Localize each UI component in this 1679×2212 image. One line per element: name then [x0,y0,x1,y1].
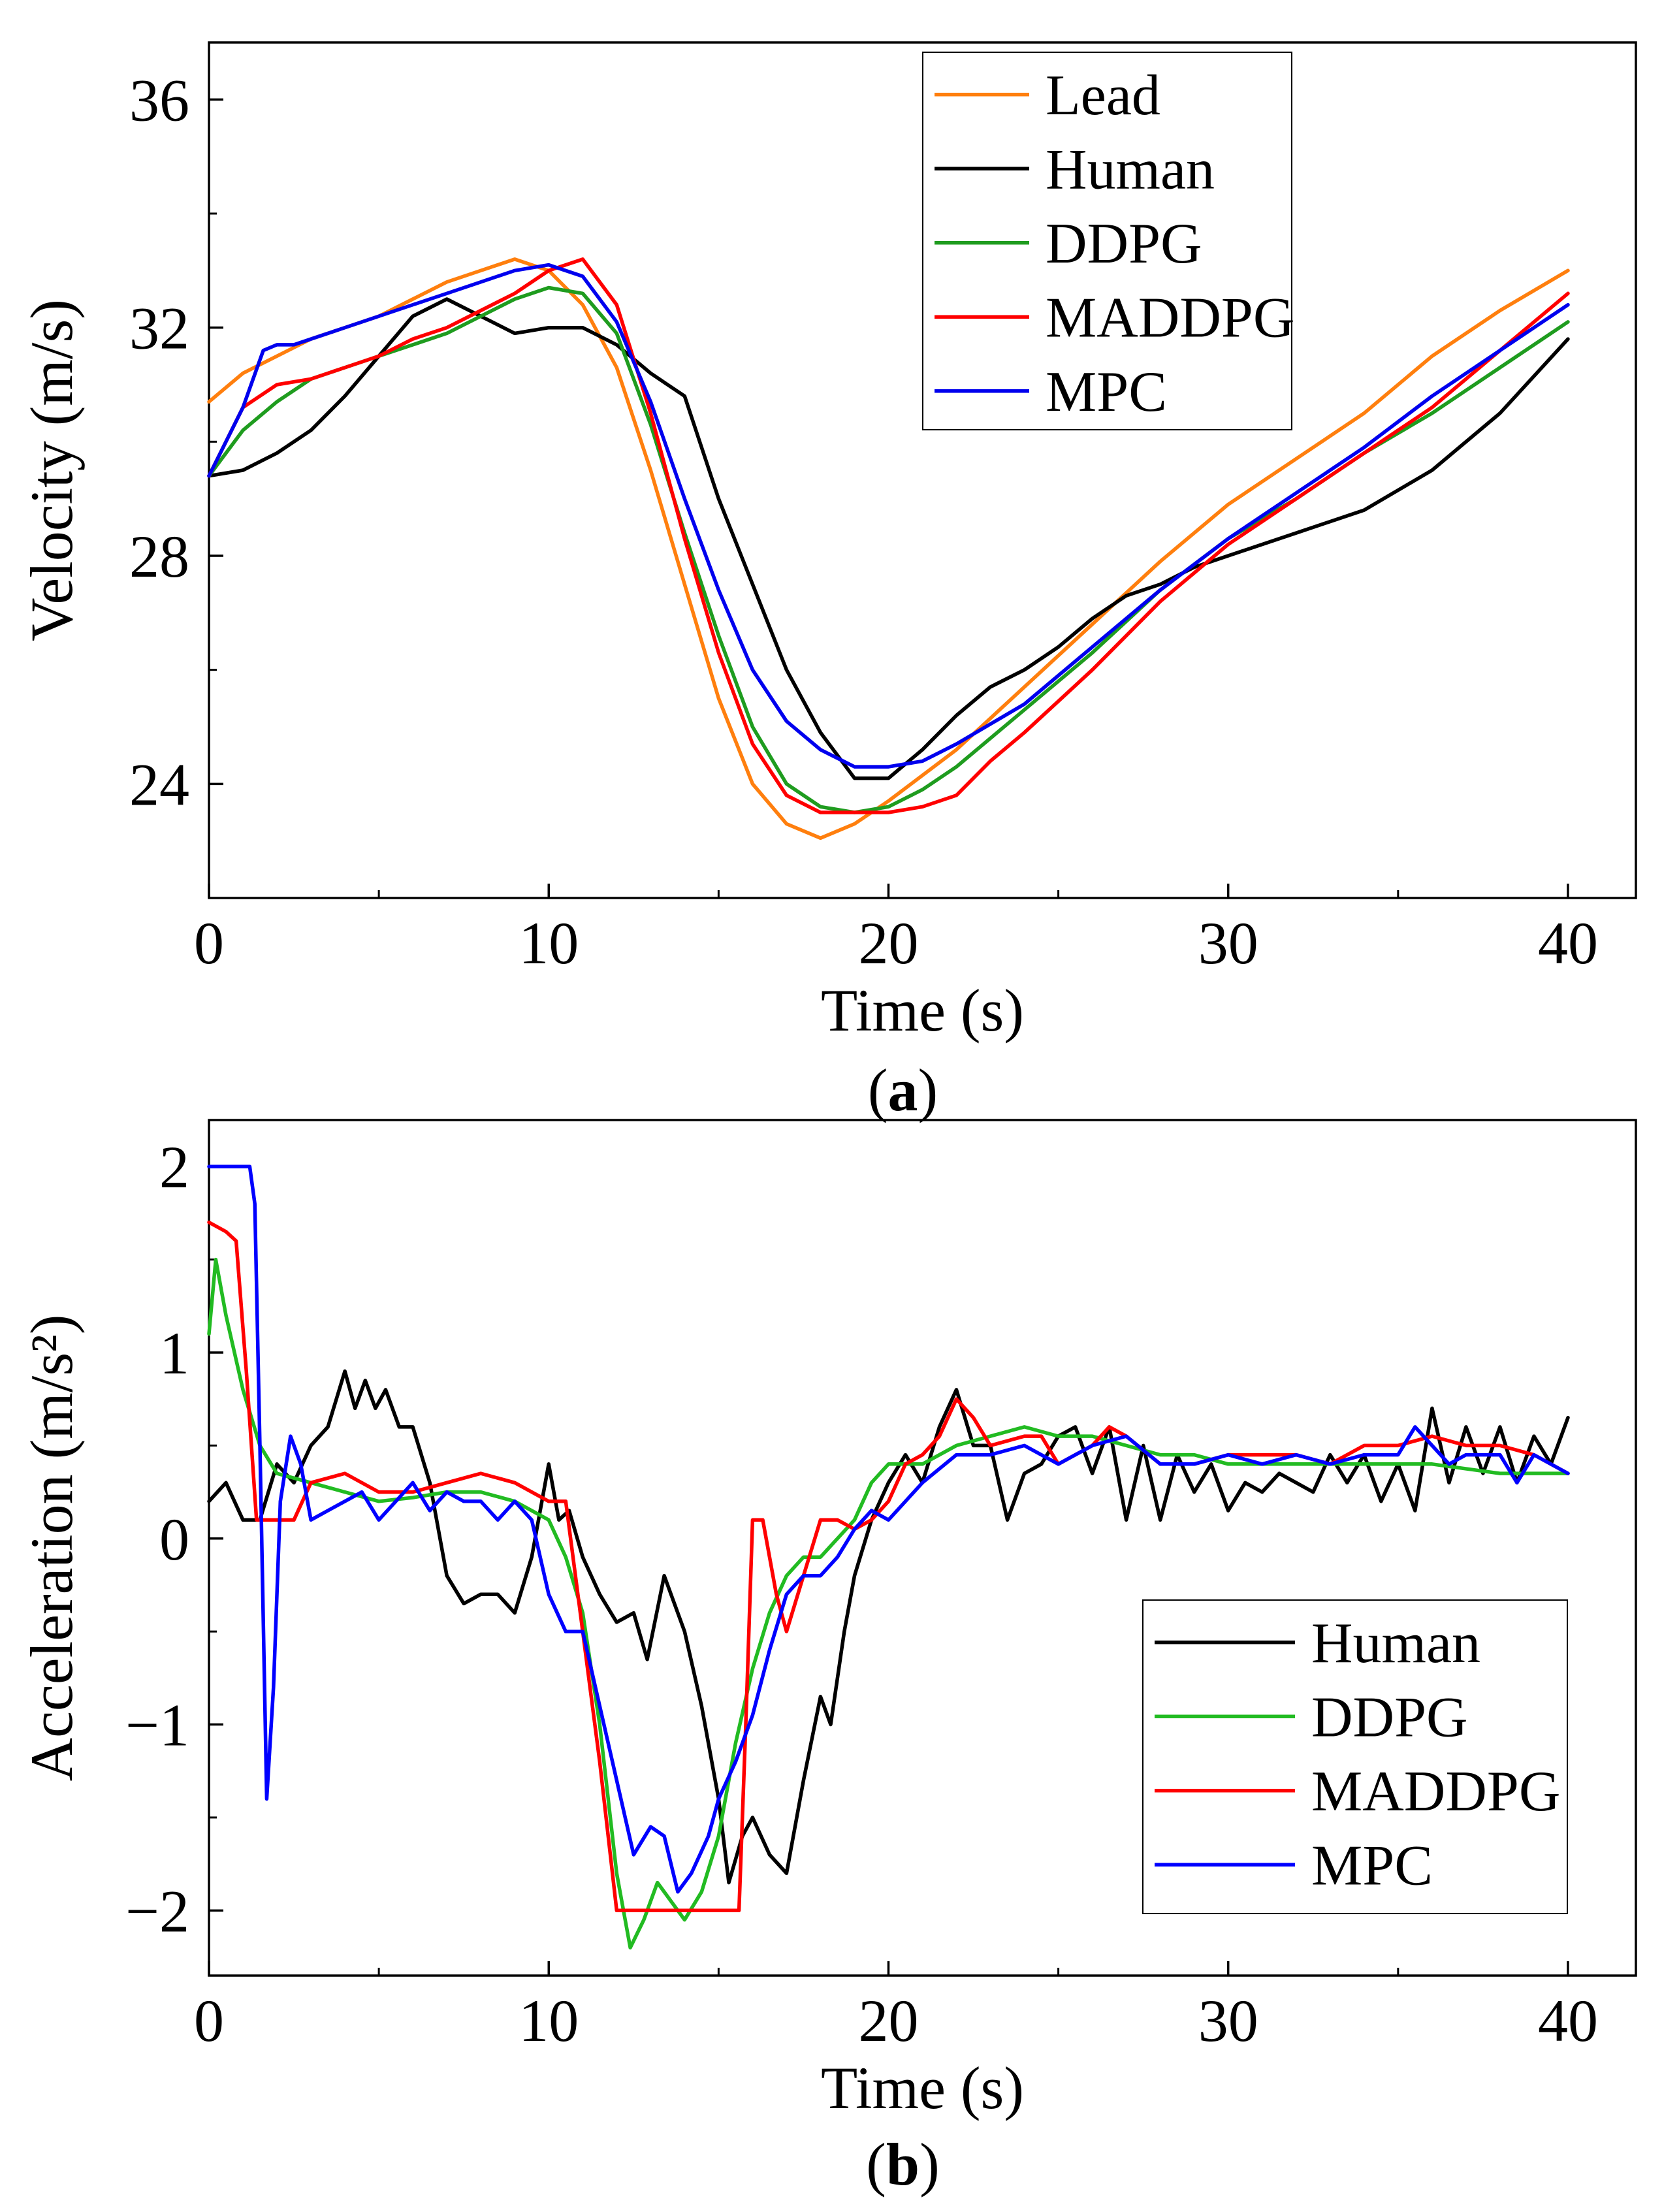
y-tick-label: 36 [129,67,189,133]
y-tick-label: −2 [125,1878,189,1944]
legend-label-ddpg: DDPG [1311,1686,1468,1749]
y-tick-label: −1 [125,1692,189,1759]
panel-caption: (a) [868,1057,938,1123]
x-axis-title: Time (s) [821,2055,1024,2121]
legend-label-mpc: MPC [1046,361,1167,424]
x-tick-label: 20 [858,910,918,976]
x-tick-label: 0 [194,910,224,976]
x-tick-label: 10 [519,1987,579,2054]
x-tick-label: 10 [519,910,579,976]
legend-label-human: Human [1311,1612,1480,1675]
panel-caption-letter: a [888,1057,918,1123]
series-line-ddpg [207,285,1570,814]
legend-box [1142,1599,1568,1914]
x-tick-label: 20 [858,1987,918,2054]
panel-caption-letter: b [886,2131,919,2198]
velocity-chart-panel: 0 10 20 30 40 24 28 32 36 Time (s) Velocity (m/s) L… [18,41,1637,1123]
series-line-ddpg [207,1257,1570,1950]
y-tick-label: 28 [129,523,189,590]
x-tick-label: 40 [1538,1987,1598,2054]
y-tick-label: 32 [129,295,189,362]
legend-label-mpc: MPC [1311,1834,1433,1897]
legend-label-ddpg: DDPG [1046,212,1202,276]
x-tick-label: 30 [1198,910,1258,976]
legend-label-maddpg: MADDPG [1311,1760,1560,1823]
plot-frame [208,1119,1637,1977]
y-tick-label: 0 [159,1506,189,1573]
series-line-mpc [207,1164,1570,1894]
series-line-human [207,297,1570,780]
y-tick-label: 1 [159,1320,189,1387]
y-axis-title: Acceleration (m/s²) [18,1315,85,1782]
panel-caption: (b) [866,2131,939,2198]
series-line-mpc [207,263,1570,769]
series-line-maddpg [207,257,1570,814]
acceleration-chart-panel: 0 10 20 30 40 −2 −1 0 1 2 Time (s) Acceleration (m/… [18,1119,1637,2198]
x-tick-label: 40 [1538,910,1598,976]
x-tick-label: 30 [1198,1987,1258,2054]
x-tick-label: 0 [194,1987,224,2054]
legend-label-maddpg: MADDPG [1046,286,1294,349]
series-line-maddpg [207,1220,1570,1913]
y-tick-label: 2 [159,1134,189,1200]
series-line-human [207,1369,1570,1885]
x-axis-title: Time (s) [821,977,1024,1044]
legend-label-lead: Lead [1046,64,1160,127]
y-tick-label: 24 [129,751,189,818]
y-axis-title: Velocity (m/s) [18,299,85,641]
legend-label-human: Human [1046,138,1215,201]
plot-frame [208,41,1637,899]
